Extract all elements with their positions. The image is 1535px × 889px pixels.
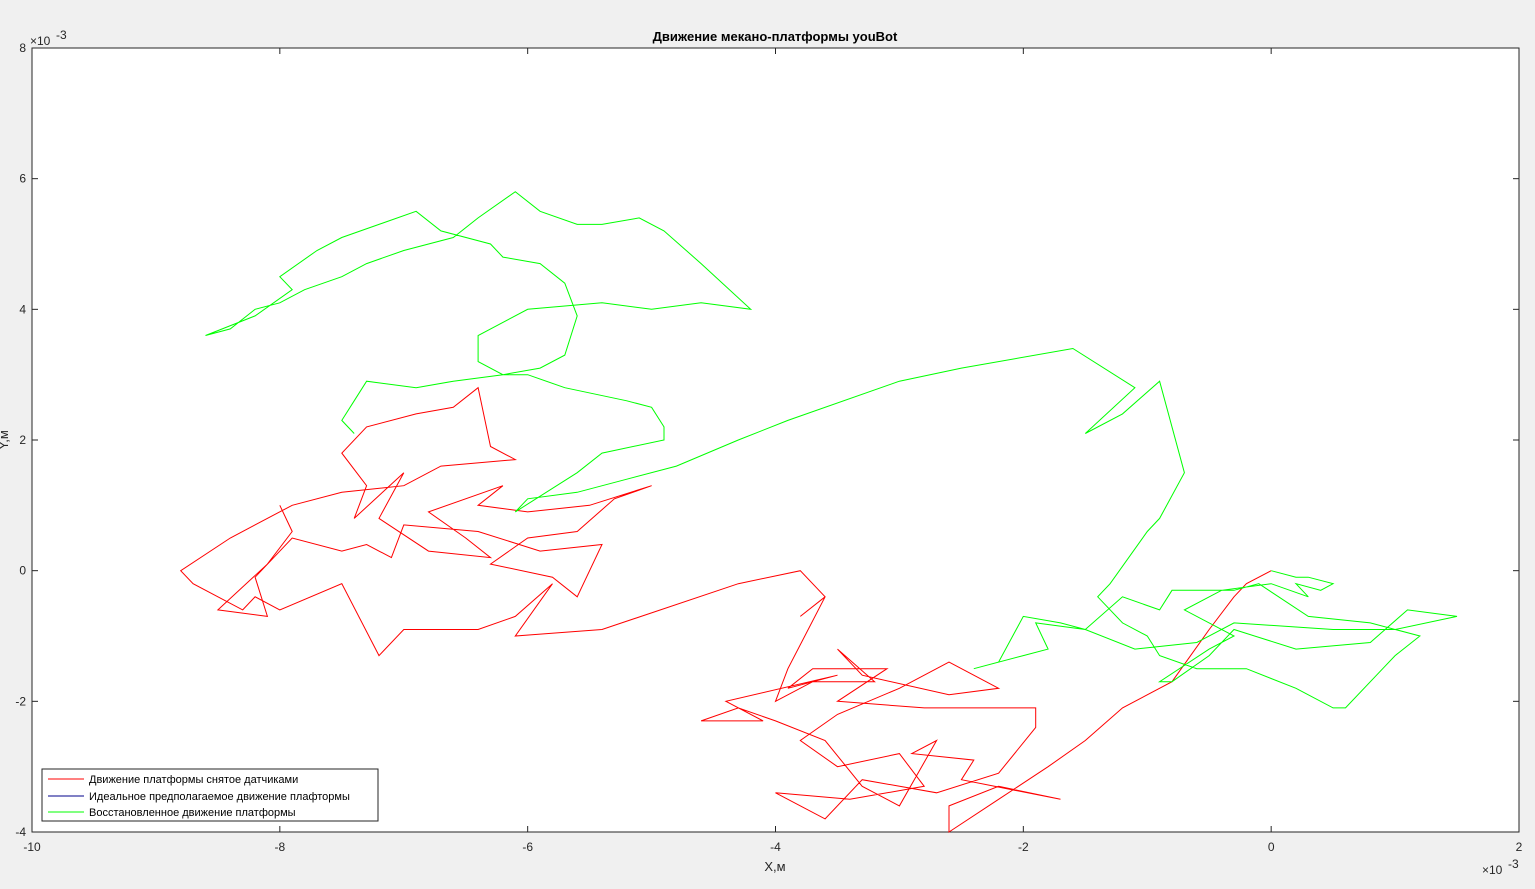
svg-text:-3: -3	[1508, 857, 1519, 871]
y-tick-label: -2	[15, 694, 26, 708]
series-line-restored	[205, 191, 1458, 709]
legend-label-ideal: Идеальное предполагаемое движение плафто…	[89, 791, 350, 803]
svg-text:-3: -3	[56, 28, 67, 42]
x-tick-label: -8	[274, 840, 285, 854]
x-axis-label: X,м	[764, 859, 785, 874]
y-tick-label: -4	[15, 825, 26, 839]
chart-title: Движение мекано-платформы youBot	[653, 29, 898, 44]
y-axis-label: Y,м	[0, 430, 11, 450]
x-tick-label: -6	[522, 840, 533, 854]
y-exponent-label: ×10 -3	[30, 28, 67, 48]
y-tick-label: 8	[19, 41, 26, 55]
legend-label-restored: Восстановленное движение платформы	[89, 807, 296, 819]
legend: Движение платформы снятое датчиками Идеа…	[41, 768, 379, 822]
x-tick-label: -10	[23, 840, 41, 854]
x-tick-label: -4	[770, 840, 781, 854]
svg-text:×10: ×10	[1482, 863, 1503, 877]
y-tick-label: 0	[19, 564, 26, 578]
svg-text:×10: ×10	[30, 34, 51, 48]
x-tick-label: 2	[1516, 840, 1523, 854]
y-tick-label: 6	[19, 172, 26, 186]
x-exponent-label: ×10 -3	[1482, 857, 1519, 877]
plot-area	[31, 47, 1520, 833]
series-line-sensor	[179, 386, 1272, 833]
legend-box	[41, 768, 379, 822]
x-tick-label: -2	[1018, 840, 1029, 854]
y-tick-label: 4	[19, 302, 26, 316]
y-tick-label: 2	[19, 433, 26, 447]
x-tick-label: 0	[1268, 840, 1275, 854]
legend-label-sensor: Движение платформы снятое датчиками	[89, 774, 298, 786]
